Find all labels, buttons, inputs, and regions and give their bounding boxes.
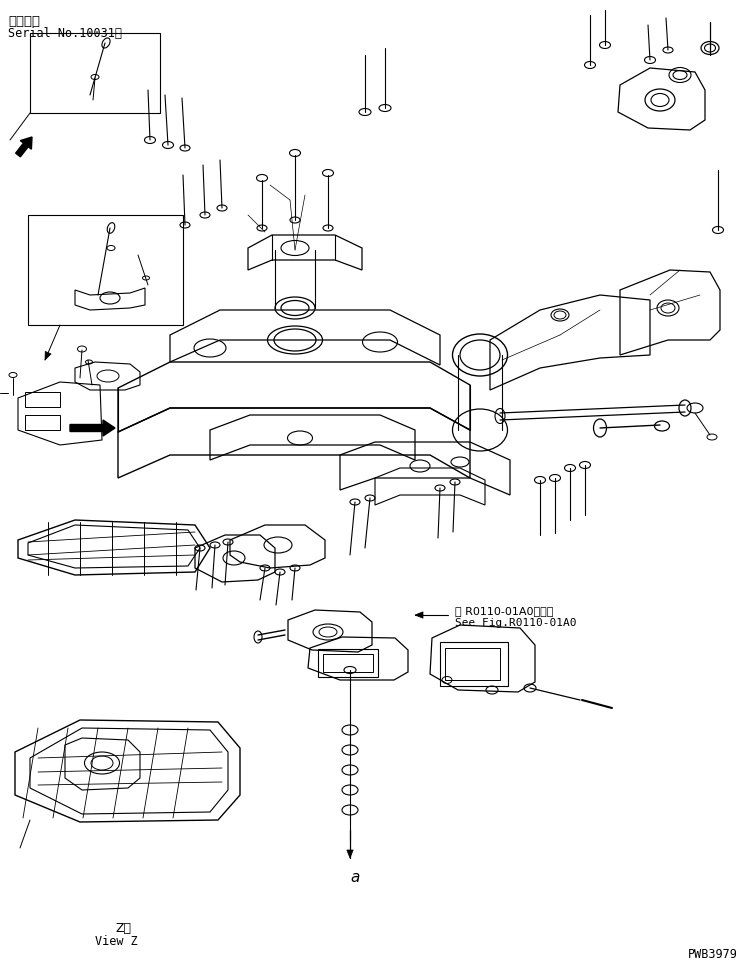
Text: 第 R0110-01A0図参照: 第 R0110-01A0図参照 — [455, 606, 553, 616]
Text: View Z: View Z — [95, 935, 138, 948]
Text: PWB3979: PWB3979 — [688, 948, 736, 961]
Bar — [445, 648, 500, 680]
Text: See Fig.R0110-01A0: See Fig.R0110-01A0 — [455, 618, 576, 628]
Text: 適用号機: 適用号機 — [8, 15, 40, 28]
Text: a: a — [350, 870, 359, 885]
Text: Serial No.10031〜: Serial No.10031〜 — [8, 27, 122, 40]
Bar — [28, 215, 183, 325]
Polygon shape — [415, 612, 423, 618]
FancyArrow shape — [70, 420, 115, 436]
Bar — [25, 415, 60, 430]
Bar — [318, 649, 378, 677]
FancyArrow shape — [15, 137, 32, 157]
Bar — [440, 642, 508, 686]
Polygon shape — [347, 850, 353, 858]
Bar — [25, 392, 60, 407]
Bar — [323, 654, 373, 672]
Polygon shape — [45, 351, 51, 360]
Text: Z視: Z視 — [115, 922, 131, 935]
Bar — [30, 33, 160, 113]
